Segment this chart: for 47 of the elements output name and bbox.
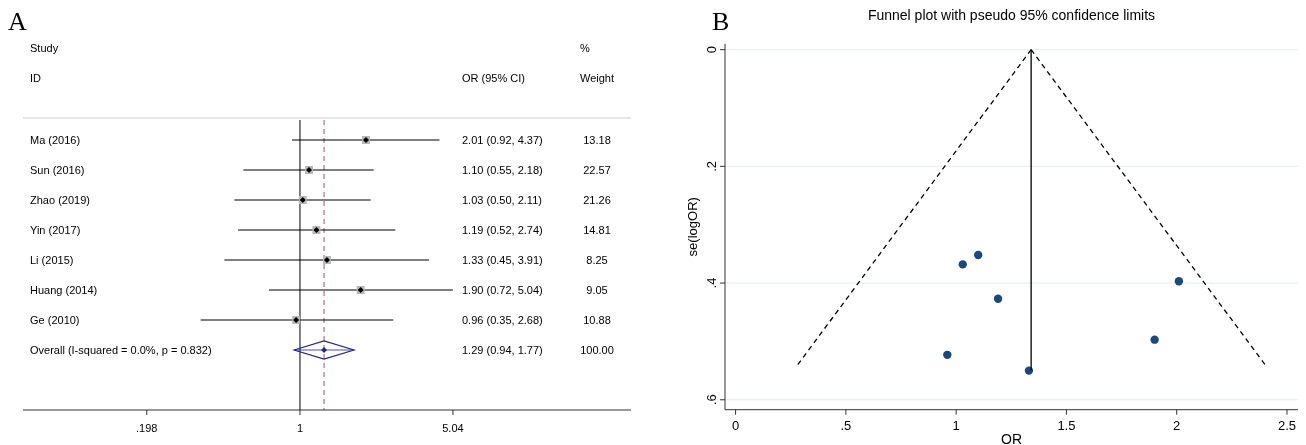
chart-title: Funnel plot with pseudo 95% confidence limits — [867, 7, 1156, 23]
y-tick-label: Overall (I-squared = 0.0%, p = 0.832) — [30, 344, 212, 356]
annotation: 1.33 (0.45, 3.91) — [462, 254, 543, 266]
annotation: 1.19 (0.52, 2.74) — [462, 224, 543, 236]
annotation: 1.90 (0.72, 5.04) — [462, 284, 543, 296]
x-tick-label: 0 — [731, 417, 740, 433]
x-tick-label: .198 — [136, 422, 158, 434]
y-tick-label: .6 — [704, 394, 719, 406]
text: Weight — [580, 72, 615, 84]
annotation: 22.57 — [583, 164, 611, 176]
y-tick-label: Zhao (2019) — [30, 194, 90, 206]
annotation: 14.81 — [583, 224, 611, 236]
text: B — [712, 7, 730, 36]
x-axis-title: OR — [1001, 430, 1022, 445]
annotation: 2.01 (0.92, 4.37) — [462, 134, 543, 146]
y-tick-label: Li (2015) — [30, 254, 74, 266]
y-tick-label: Sun (2016) — [30, 164, 85, 176]
y-tick-label: .4 — [704, 277, 719, 289]
annotation: 1.03 (0.50, 2.11) — [462, 194, 542, 206]
text: % — [580, 42, 590, 54]
y-tick-label: .2 — [704, 160, 719, 172]
x-tick-label: 2 — [1173, 417, 1181, 433]
annotation: 1.29 (0.94, 1.77) — [462, 344, 543, 356]
annotation: 0.96 (0.35, 2.68) — [462, 314, 543, 326]
y-tick-label: Huang (2014) — [30, 284, 98, 296]
y-tick-label: Ma (2016) — [30, 134, 81, 146]
annotation: 21.26 — [583, 194, 611, 206]
text: Study — [30, 42, 59, 54]
text: OR (95% CI) — [462, 72, 525, 84]
annotation: 8.25 — [586, 254, 608, 266]
y-tick-label: 0 — [704, 46, 719, 54]
annotation: 9.05 — [586, 284, 608, 296]
y-tick-label: Ge (2010) — [30, 314, 80, 326]
chart-title: A — [8, 7, 27, 36]
x-tick-label: .5 — [840, 417, 852, 433]
x-tick-label: 1 — [296, 422, 304, 434]
x-tick-label: 1.5 — [1057, 417, 1076, 433]
x-tick-label: 1 — [952, 417, 960, 433]
annotation: 10.88 — [583, 314, 611, 326]
annotation: 1.10 (0.55, 2.18) — [462, 164, 543, 176]
annotation: 13.18 — [583, 134, 611, 146]
annotation: 100.00 — [580, 344, 614, 356]
y-axis-title: se(logOR) — [685, 197, 700, 257]
y-tick-label: Yin (2017) — [30, 224, 81, 236]
x-tick-label: 2.5 — [1277, 417, 1297, 433]
x-tick-label: 5.04 — [442, 422, 464, 434]
text: ID — [30, 72, 42, 84]
